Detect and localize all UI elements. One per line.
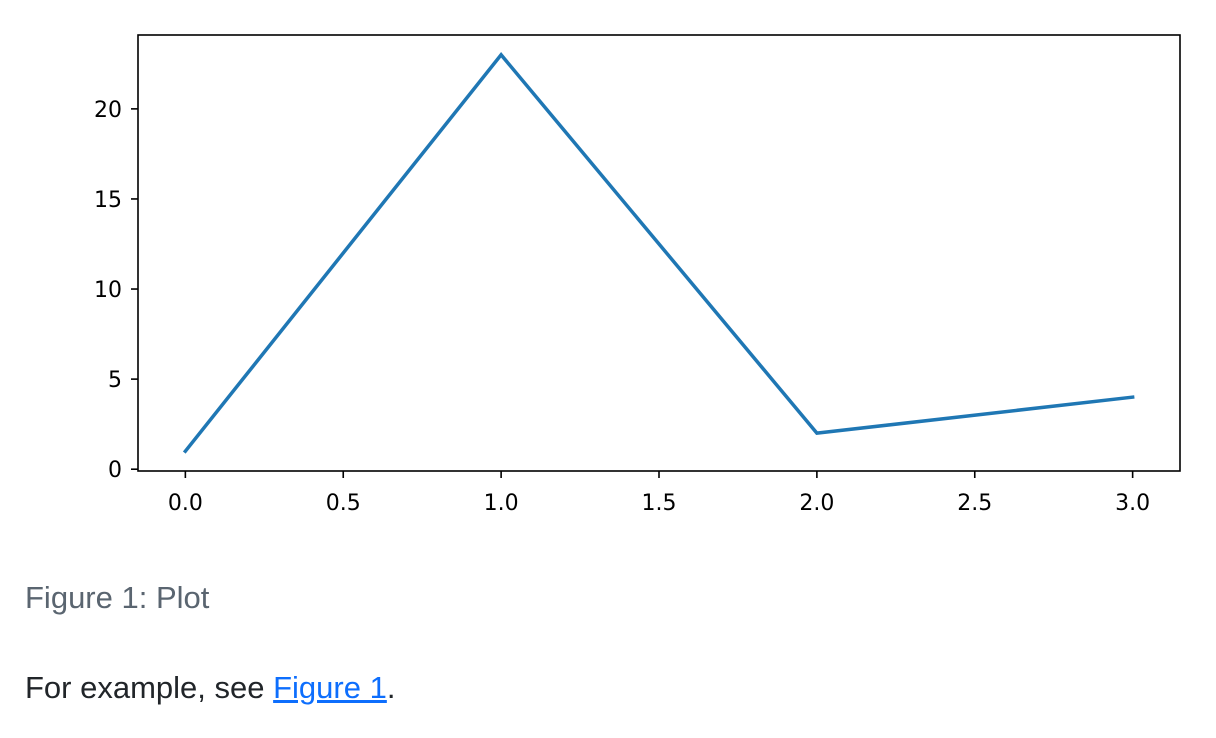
line-chart: 0.0 0.5 1.0 1.5 2.0 2.5 3.0 0 5 10 15 20 [94,34,1181,516]
x-tick-label: 2.0 [799,491,834,516]
y-tick-label: 15 [94,188,122,213]
figure-caption: Figure 1: Plot [25,580,210,615]
paragraph: For example, see Figure 1. [25,670,395,706]
x-tick-label: 0.0 [168,491,203,516]
paragraph-end: . [386,670,396,705]
y-tick-label: 5 [108,368,122,393]
x-tick-label: 0.5 [326,491,361,516]
x-tick-label: 3.0 [1115,491,1150,516]
y-tick-label: 20 [94,98,122,123]
figure-link[interactable]: Figure 1 [273,670,387,705]
x-tick-label: 1.5 [642,491,677,516]
x-tick-label: 2.5 [957,491,992,516]
y-tick-label: 10 [94,278,122,303]
series-line [182,52,1135,454]
plot-frame [137,34,1181,472]
paragraph-text: For example, see [25,670,274,705]
y-tick-label: 0 [108,458,122,483]
x-tick-label: 1.0 [484,491,519,516]
